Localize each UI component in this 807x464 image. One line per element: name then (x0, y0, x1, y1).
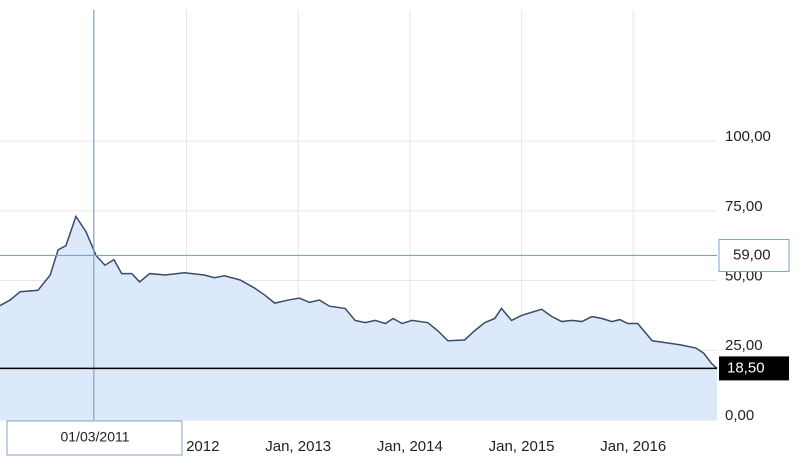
x-tick-label: Jan, 2013 (265, 438, 331, 455)
y-tick-label: 0,00 (725, 407, 754, 424)
crosshair-y-label: 59,00 (733, 246, 771, 263)
last-price-label: 18,50 (727, 359, 765, 376)
y-tick-label: 75,00 (725, 198, 763, 215)
last-price-box (719, 356, 789, 381)
y-tick-label: 100,00 (725, 128, 771, 145)
crosshair-x-label: 01/03/2011 (60, 429, 129, 445)
x-tick-label: Jan, 2016 (600, 438, 666, 455)
x-tick-label: Jan, 2014 (377, 438, 443, 455)
crosshair-y-box (718, 238, 790, 272)
crosshair-x-box (6, 420, 183, 456)
y-tick-label: 25,00 (725, 337, 763, 354)
price-line (0, 214, 718, 369)
x-tick-label: Jan, 2015 (489, 438, 555, 455)
